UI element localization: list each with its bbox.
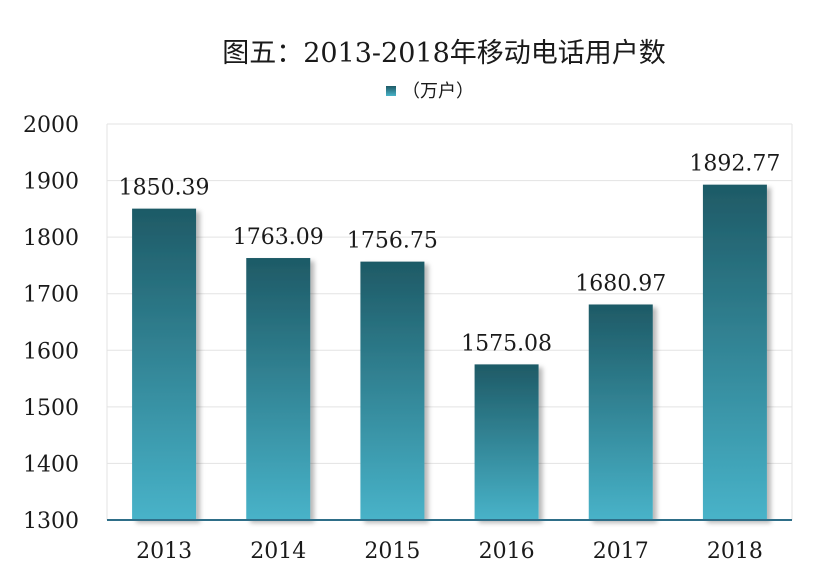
data-label-2016: 1575.08 (461, 331, 552, 356)
bar-2013 (132, 208, 197, 520)
data-label-2017: 1680.97 (575, 271, 666, 296)
x-tick-label: 2013 (136, 539, 192, 564)
bars (132, 184, 767, 520)
legend-label: （万户） (402, 81, 474, 102)
data-labels: 1850.39 1763.09 1756.75 1575.08 1680.97 1892.… (119, 152, 781, 357)
legend: （万户） (386, 81, 474, 102)
y-tick-label: 1900 (23, 170, 79, 195)
bar-2014 (246, 258, 311, 520)
x-tick-label: 2017 (593, 539, 649, 564)
data-label-2014: 1763.09 (233, 225, 324, 250)
legend-swatch (386, 86, 396, 96)
y-tick-label: 1600 (23, 339, 79, 364)
y-tick-label: 1700 (23, 283, 79, 308)
x-axis: 2013 2014 2015 2016 2017 2018 (107, 519, 792, 564)
y-tick-label: 1500 (23, 396, 79, 421)
y-tick-label: 1800 (23, 226, 79, 251)
bar-2018 (702, 184, 767, 520)
data-label-2013: 1850.39 (119, 176, 210, 201)
y-tick-label: 1400 (23, 452, 79, 477)
x-tick-label: 2014 (250, 539, 306, 564)
bar-2015 (360, 261, 425, 520)
x-tick-label: 2015 (364, 539, 420, 564)
x-tick-label: 2016 (479, 539, 535, 564)
bar-2017 (588, 304, 653, 520)
chart-title: 图五：2013-2018年移动电话用户数 (222, 38, 666, 69)
y-tick-label: 2000 (23, 113, 79, 138)
x-tick-label: 2018 (707, 539, 763, 564)
bar-2016 (474, 364, 539, 520)
y-tick-label: 1300 (23, 509, 79, 534)
data-label-2018: 1892.77 (689, 152, 780, 177)
y-axis: 1300 1400 1500 1600 1700 1800 1900 2000 (23, 113, 79, 534)
data-label-2015: 1756.75 (347, 229, 438, 254)
gridlines (106, 123, 793, 520)
